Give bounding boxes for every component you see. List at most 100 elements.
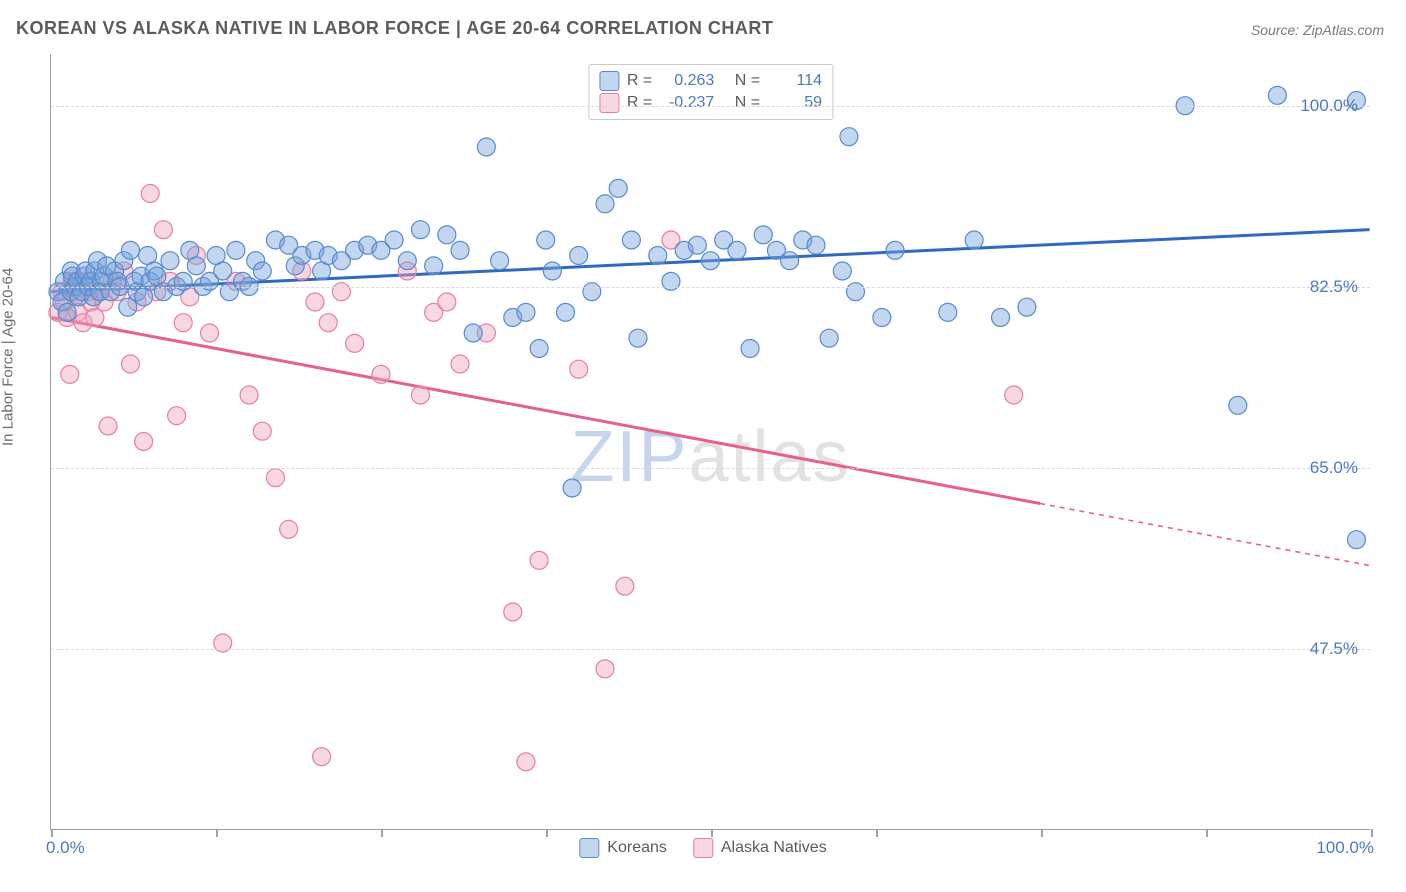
- correlation-legend: R = 0.263 N = 114 R = -0.237 N = 59: [588, 64, 833, 120]
- point-korean: [530, 340, 548, 358]
- point-korean: [491, 252, 509, 270]
- source-attribution: Source: ZipAtlas.com: [1251, 22, 1384, 38]
- swatch-alaska: [693, 838, 713, 858]
- legend-item-alaska: Alaska Natives: [693, 838, 827, 858]
- swatch-koreans: [599, 71, 619, 91]
- series-legend: Koreans Alaska Natives: [579, 838, 826, 858]
- point-korean: [820, 329, 838, 347]
- point-alaska: [306, 293, 324, 311]
- point-korean: [58, 303, 76, 321]
- point-korean: [1018, 298, 1036, 316]
- point-alaska: [266, 469, 284, 487]
- point-alaska: [313, 748, 331, 766]
- point-korean: [385, 231, 403, 249]
- point-korean: [833, 262, 851, 280]
- point-alaska: [86, 309, 104, 327]
- legend-label-alaska: Alaska Natives: [721, 839, 827, 857]
- plot-area: ZIPatlas R = 0.263 N = 114 R = -0.237 N …: [50, 54, 1370, 830]
- point-alaska: [168, 407, 186, 425]
- legend-row-koreans: R = 0.263 N = 114: [599, 70, 822, 92]
- point-korean: [873, 309, 891, 327]
- x-tick: [546, 829, 548, 837]
- point-alaska: [438, 293, 456, 311]
- r-value-alaska: -0.237: [660, 94, 714, 112]
- point-alaska: [517, 753, 535, 771]
- point-korean: [728, 241, 746, 259]
- x-tick: [381, 829, 383, 837]
- grid-line: [51, 106, 1370, 107]
- point-alaska: [61, 365, 79, 383]
- y-tick-label: 100.0%: [1300, 96, 1358, 116]
- point-alaska: [319, 314, 337, 332]
- point-korean: [629, 329, 647, 347]
- point-alaska: [99, 417, 117, 435]
- point-korean: [965, 231, 983, 249]
- plot-inner: ZIPatlas R = 0.263 N = 114 R = -0.237 N …: [51, 54, 1370, 829]
- point-korean: [1268, 86, 1286, 104]
- point-korean: [187, 257, 205, 275]
- x-tick: [1206, 829, 1208, 837]
- point-korean: [253, 262, 271, 280]
- point-korean: [609, 179, 627, 197]
- point-korean: [543, 262, 561, 280]
- point-korean: [847, 283, 865, 301]
- r-label: R =: [627, 72, 652, 90]
- point-korean: [886, 241, 904, 259]
- point-korean: [992, 309, 1010, 327]
- grid-line: [51, 468, 1370, 469]
- legend-item-koreans: Koreans: [579, 838, 667, 858]
- point-korean: [781, 252, 799, 270]
- point-alaska: [253, 422, 271, 440]
- grid-line: [51, 649, 1370, 650]
- n-label: N =: [735, 94, 760, 112]
- grid-line: [51, 287, 1370, 288]
- point-korean: [517, 303, 535, 321]
- legend-row-alaska: R = -0.237 N = 59: [599, 92, 822, 114]
- x-tick: [51, 829, 53, 837]
- point-korean: [464, 324, 482, 342]
- n-label: N =: [735, 72, 760, 90]
- scatter-points-layer: [51, 54, 1370, 829]
- y-tick-label: 82.5%: [1310, 277, 1358, 297]
- x-tick: [711, 829, 713, 837]
- x-max-label: 100.0%: [1316, 838, 1374, 858]
- swatch-koreans: [579, 838, 599, 858]
- point-alaska: [240, 386, 258, 404]
- x-tick: [1371, 829, 1373, 837]
- point-korean: [161, 252, 179, 270]
- point-korean: [622, 231, 640, 249]
- point-alaska: [1005, 386, 1023, 404]
- point-korean: [570, 247, 588, 265]
- point-korean: [840, 128, 858, 146]
- point-alaska: [451, 355, 469, 373]
- point-korean: [596, 195, 614, 213]
- point-alaska: [280, 520, 298, 538]
- r-label: R =: [627, 94, 652, 112]
- y-axis-label: In Labor Force | Age 20-64: [0, 268, 17, 446]
- point-korean: [556, 303, 574, 321]
- point-korean: [702, 252, 720, 270]
- point-korean: [754, 226, 772, 244]
- y-tick-label: 47.5%: [1310, 639, 1358, 659]
- point-korean: [537, 231, 555, 249]
- point-korean: [411, 221, 429, 239]
- point-korean: [451, 241, 469, 259]
- point-alaska: [154, 221, 172, 239]
- point-alaska: [570, 360, 588, 378]
- point-alaska: [372, 365, 390, 383]
- x-tick: [1041, 829, 1043, 837]
- point-korean: [1229, 396, 1247, 414]
- point-korean: [807, 236, 825, 254]
- point-korean: [563, 479, 581, 497]
- point-alaska: [201, 324, 219, 342]
- point-alaska: [174, 314, 192, 332]
- point-alaska: [530, 551, 548, 569]
- point-korean: [1347, 531, 1365, 549]
- y-tick-label: 65.0%: [1310, 458, 1358, 478]
- x-tick: [876, 829, 878, 837]
- legend-label-koreans: Koreans: [607, 839, 667, 857]
- point-korean: [477, 138, 495, 156]
- chart-title: KOREAN VS ALASKA NATIVE IN LABOR FORCE |…: [16, 18, 773, 39]
- x-tick: [216, 829, 218, 837]
- point-alaska: [141, 185, 159, 203]
